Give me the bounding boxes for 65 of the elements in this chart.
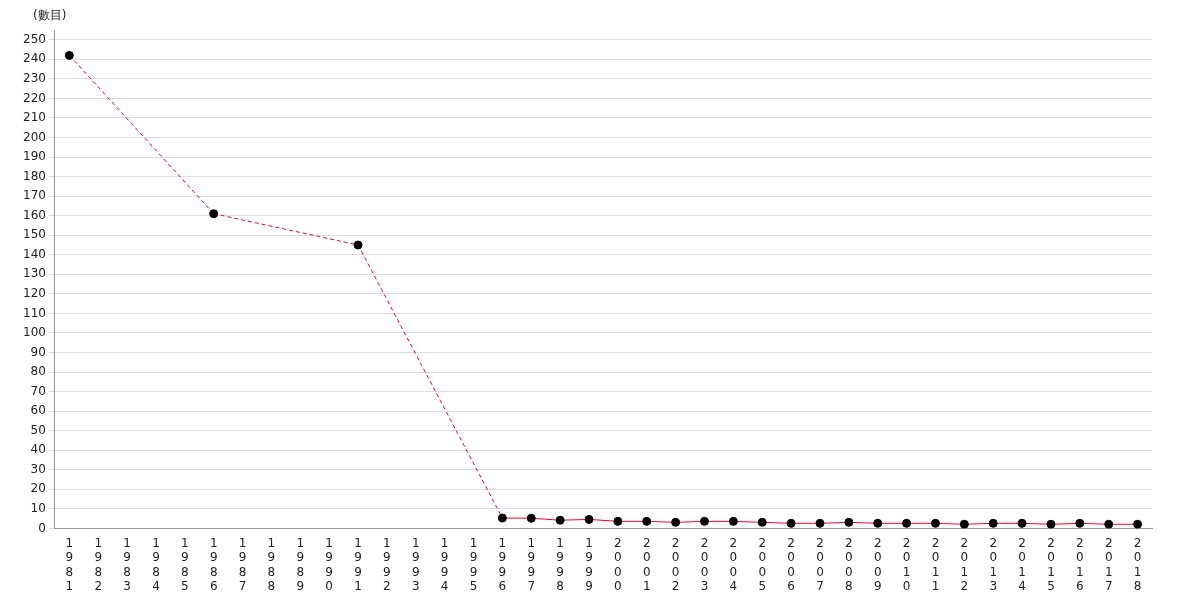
x-tick-label: 1996 bbox=[498, 535, 507, 593]
y-tick-label: 60 bbox=[30, 403, 46, 418]
x-tick-label: 1989 bbox=[296, 535, 305, 593]
y-tick-label: 240 bbox=[23, 51, 46, 66]
y-tick-label: 80 bbox=[30, 364, 46, 379]
x-tick-label: 2007 bbox=[816, 535, 824, 593]
x-tick-label: 1987 bbox=[238, 535, 247, 593]
y-tick-label: 90 bbox=[30, 344, 46, 359]
x-tick-label: 2016 bbox=[1076, 535, 1084, 593]
y-tick-label: 110 bbox=[23, 305, 46, 320]
x-tick-label: 2018 bbox=[1133, 535, 1142, 593]
x-tick-label: 1992 bbox=[383, 535, 391, 593]
x-tick-label: 1998 bbox=[556, 535, 564, 593]
y-tick-label: 140 bbox=[23, 246, 46, 261]
x-tick-label: 2015 bbox=[1047, 535, 1055, 593]
y-tick-label: 50 bbox=[30, 422, 46, 437]
x-tick-label: 2012 bbox=[960, 535, 969, 593]
x-tick-label: 1997 bbox=[527, 535, 536, 593]
x-tick-label: 2017 bbox=[1104, 535, 1113, 593]
y-tick-label: 30 bbox=[30, 461, 46, 476]
x-tick-label: 1991 bbox=[354, 535, 362, 593]
x-tick-label: 1994 bbox=[440, 535, 449, 593]
x-tick-label: 2000 bbox=[614, 535, 622, 593]
y-tick-label: 200 bbox=[23, 129, 46, 144]
y-tick-label: 100 bbox=[23, 325, 46, 340]
y-tick-label: 120 bbox=[23, 285, 46, 300]
x-tick-label: 2005 bbox=[758, 535, 767, 593]
x-tick-label: 1986 bbox=[209, 535, 218, 593]
x-tick-label: 2011 bbox=[931, 535, 940, 593]
y-tick-label: 0 bbox=[38, 520, 46, 535]
x-tick-label: 1982 bbox=[94, 535, 103, 593]
y-tick-label: 180 bbox=[23, 168, 46, 183]
y-tick-label: 210 bbox=[23, 110, 46, 125]
x-tick-label: 1993 bbox=[411, 535, 420, 593]
x-tick-label: 1983 bbox=[123, 535, 131, 593]
y-tick-label: 150 bbox=[23, 227, 46, 242]
y-tick-label: 130 bbox=[23, 266, 46, 281]
x-tick-label: 1981 bbox=[65, 535, 74, 593]
x-tick-label: 2008 bbox=[845, 535, 853, 593]
x-tick-label: 1995 bbox=[469, 535, 478, 593]
y-tick-label: 70 bbox=[30, 383, 46, 398]
x-tick-label: 2014 bbox=[1018, 535, 1026, 593]
x-tick-label: 2004 bbox=[729, 535, 738, 593]
x-tick-label: 2006 bbox=[787, 535, 795, 593]
y-tick-label: 40 bbox=[30, 442, 46, 457]
y-tick-label: 230 bbox=[23, 70, 46, 85]
x-tick-label: 2002 bbox=[671, 535, 680, 593]
y-tick-label: 10 bbox=[30, 500, 46, 515]
y-tick-label: 170 bbox=[23, 188, 46, 203]
x-tick-label: 2003 bbox=[700, 535, 709, 593]
x-tick-label: 2010 bbox=[902, 535, 911, 593]
x-tick-label: 2013 bbox=[989, 535, 998, 593]
y-tick-label: 160 bbox=[23, 207, 46, 222]
x-tick-label: 1990 bbox=[325, 535, 333, 593]
x-tick-label: 1984 bbox=[152, 535, 160, 593]
y-tick-label: 220 bbox=[23, 90, 46, 105]
x-tick-label: 1988 bbox=[267, 535, 276, 593]
y-tick-label: 190 bbox=[23, 149, 46, 164]
x-tick-label: 1985 bbox=[181, 535, 189, 593]
x-tick-label: 2001 bbox=[642, 535, 651, 593]
y-tick-label: 20 bbox=[30, 481, 46, 496]
x-tick-label: 1999 bbox=[585, 535, 593, 593]
y-axis-title: (數目) bbox=[33, 8, 67, 23]
y-tick-label: 250 bbox=[23, 31, 46, 46]
x-tick-label: 2009 bbox=[873, 535, 882, 593]
